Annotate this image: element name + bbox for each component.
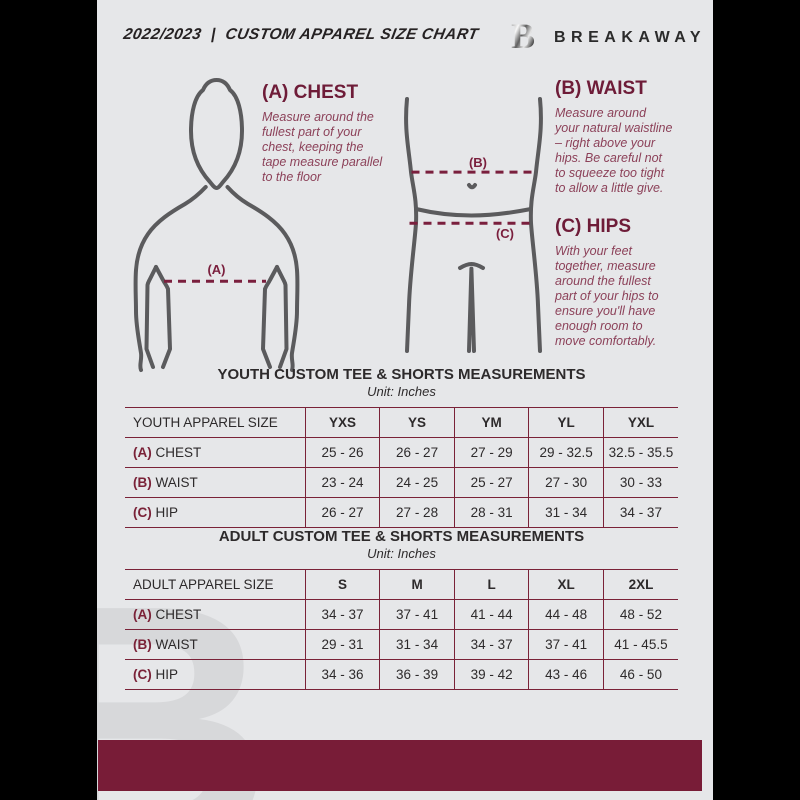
svg-text:(B): (B) (469, 155, 487, 170)
svg-text:B: B (511, 17, 535, 56)
svg-text:(C): (C) (496, 226, 514, 241)
svg-text:(A): (A) (207, 262, 225, 277)
